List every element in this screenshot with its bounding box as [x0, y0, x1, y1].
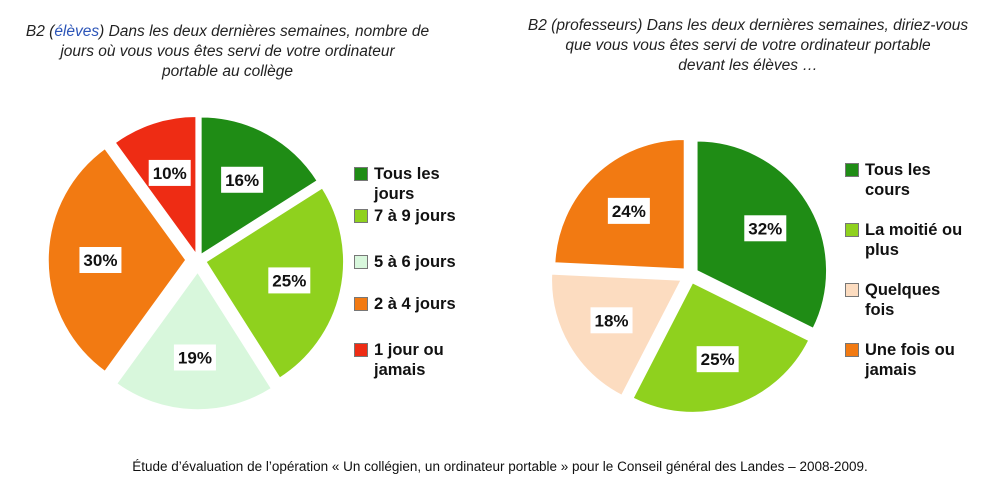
legend-label: Tous les cours	[865, 161, 931, 199]
slice-label-group-3: 18%	[590, 307, 633, 334]
slice-label-group-4: 30%	[79, 247, 122, 273]
slice-label-group-1: 16%	[221, 166, 264, 193]
pie-slice-3	[115, 270, 273, 411]
pie-chart-professeurs: 32% 25% 18% 24%	[550, 138, 828, 414]
chart-title-eleves: B2 (élèves) Dans les deux dernières sema…	[10, 22, 445, 82]
title-line-3: devant les élèves …	[678, 57, 818, 74]
legend-label: Tous les jours	[374, 165, 440, 203]
legend-label: Quelques fois	[865, 281, 941, 319]
legend-swatch	[354, 209, 368, 223]
slice-value-label: 32%	[748, 219, 782, 238]
legend-swatch	[845, 223, 859, 237]
legend-label: La moitié ou plus	[865, 221, 963, 259]
title-line-2: jours où vous vous êtes servi de votre o…	[60, 43, 395, 60]
slice-label-group-3: 19%	[173, 344, 216, 371]
chart-title-professeurs: B2 (professeurs) Dans les deux dernières…	[513, 16, 983, 76]
legend-label: Une fois ou jamais	[865, 341, 955, 379]
slice-value-label: 19%	[178, 349, 212, 368]
legend-item-4: 2 à 4 jours	[354, 294, 456, 314]
legend-label: 5 à 6 jours	[374, 253, 456, 271]
legend-swatch	[354, 167, 368, 181]
slice-value-label: 16%	[225, 171, 259, 190]
slice-label-background	[607, 197, 650, 224]
title-highlight: professeurs	[556, 17, 638, 34]
legend-item-5: 1 jour ou jamais	[354, 340, 444, 380]
slice-label-group-1: 32%	[744, 215, 787, 242]
slice-label-group-2: 25%	[268, 267, 311, 294]
legend-label: 7 à 9 jours	[374, 207, 456, 225]
title-line-1: B2 (professeurs) Dans les deux dernières…	[513, 16, 983, 36]
legend-label: 1 jour ou jamais	[374, 341, 444, 379]
legend-professeurs: Tous les cours La moitié ou plus Quelques …	[845, 160, 995, 390]
slice-label-background	[744, 215, 787, 242]
legend-swatch	[845, 343, 859, 357]
slice-label-background	[590, 307, 633, 334]
title-line-3: portable au collège	[162, 63, 293, 80]
slice-value-label: 30%	[83, 251, 117, 270]
legend-swatch	[845, 163, 859, 177]
slice-label-background	[268, 267, 311, 294]
pie-chart-eleves: 16% 25% 19% 30% 10%	[47, 115, 345, 411]
legend-item-3: Quelques fois	[845, 280, 940, 320]
slice-value-label: 25%	[701, 350, 735, 369]
title-prefix: B2 (	[25, 23, 55, 40]
legend-swatch	[354, 255, 368, 269]
legend-item-1: Tous les cours	[845, 160, 931, 200]
slice-label-background	[148, 159, 191, 186]
legend-item-4: Une fois ou jamais	[845, 340, 955, 380]
slice-label-group-5: 10%	[148, 159, 191, 186]
legend-label: 2 à 4 jours	[374, 295, 456, 313]
slice-label-background	[221, 166, 264, 193]
slice-value-label: 25%	[272, 271, 306, 290]
title-rest: ) Dans les deux dernières semaines, diri…	[637, 17, 969, 34]
legend-eleves: Tous les jours 7 à 9 jours 5 à 6 jours 2 à …	[354, 164, 504, 394]
slice-value-label: 18%	[595, 311, 629, 330]
legend-item-1: Tous les jours	[354, 164, 440, 204]
slice-label-group-4: 24%	[607, 197, 650, 224]
title-line-1: B2 (élèves) Dans les deux dernières sema…	[10, 22, 445, 42]
slice-label-background	[696, 346, 739, 373]
title-highlight: élèves	[54, 23, 100, 40]
legend-swatch	[354, 297, 368, 311]
slice-label-group-2: 25%	[696, 346, 739, 373]
slice-label-background	[173, 344, 216, 371]
legend-item-2: La moitié ou plus	[845, 220, 962, 260]
slice-value-label: 24%	[612, 202, 646, 221]
slice-value-label: 10%	[153, 164, 187, 183]
legend-item-2: 7 à 9 jours	[354, 206, 456, 226]
pie-slice-3	[550, 273, 683, 397]
source-caption: Étude d’évaluation de l’opération « Un c…	[132, 459, 868, 474]
slice-label-background	[79, 247, 122, 273]
legend-item-3: 5 à 6 jours	[354, 252, 456, 272]
title-line-2: que vous vous êtes servi de votre ordina…	[565, 37, 931, 54]
title-rest: ) Dans les deux dernières semaines, nomb…	[99, 23, 430, 40]
legend-swatch	[354, 343, 368, 357]
title-prefix: B2 (	[527, 17, 557, 34]
legend-swatch	[845, 283, 859, 297]
